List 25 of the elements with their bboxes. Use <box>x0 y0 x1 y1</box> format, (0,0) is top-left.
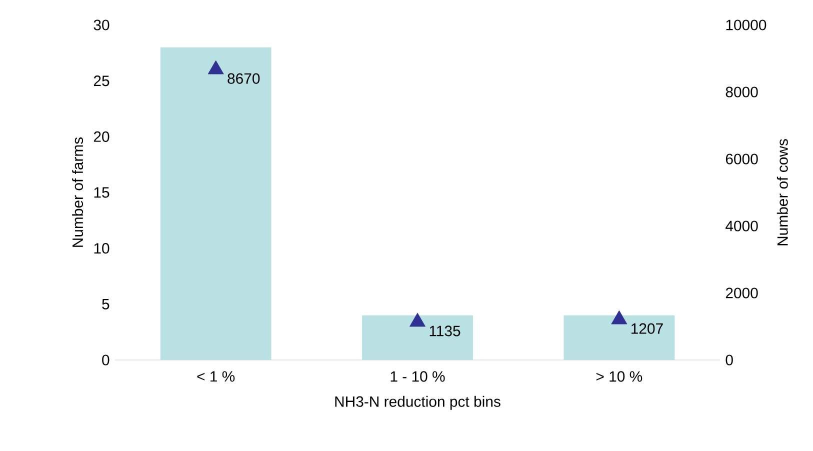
data-label: 8670 <box>228 73 260 84</box>
x-axis-title: NH3-N reduction pct bins <box>335 396 500 410</box>
point <box>208 60 224 74</box>
y-axis-title: Number of farms <box>72 137 84 247</box>
data-label: 1207 <box>631 323 663 334</box>
x-tick-label: 1 - 10 % <box>390 371 445 382</box>
y-tick-label: 15 <box>94 187 110 198</box>
x-tick-label: > 10 % <box>596 371 642 382</box>
y2-tick-label: 8000 <box>726 86 758 98</box>
y-tick-label: 25 <box>94 76 110 86</box>
y2-tick-label: 0 <box>726 354 733 366</box>
y2-tick-label: 10000 <box>726 20 766 30</box>
y-tick-label: 20 <box>94 131 110 142</box>
y2-tick-label: 4000 <box>726 220 758 232</box>
point <box>410 312 426 327</box>
y2-tick-label: 2000 <box>726 288 758 298</box>
y-tick-label: 0 <box>102 354 110 366</box>
y2-tick-label: 6000 <box>726 154 758 164</box>
point <box>611 310 628 324</box>
y-tick-label: 30 <box>94 20 110 30</box>
data-label: 1135 <box>430 326 460 336</box>
y2-axis-title: Number of cows <box>776 139 788 246</box>
x-tick-label: < 1 % <box>197 371 235 382</box>
y-tick-label: 5 <box>102 298 110 310</box>
y-tick-label: 10 <box>94 243 110 254</box>
